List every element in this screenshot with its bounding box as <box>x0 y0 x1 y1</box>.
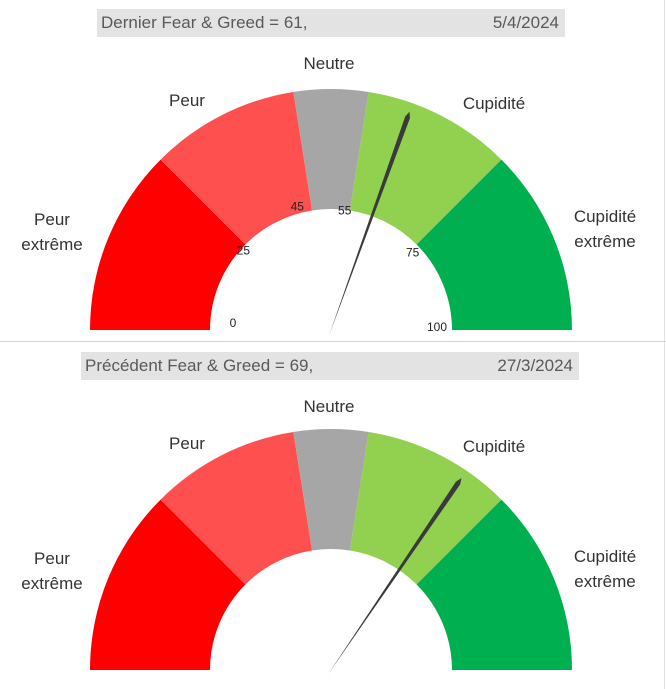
gauge-zone <box>90 499 246 670</box>
gauge-zone <box>349 431 502 585</box>
gauge-date: 5/4/2024 <box>492 13 559 32</box>
gauge-zone <box>90 159 246 330</box>
gauge-needle-group <box>328 478 462 675</box>
gauge-ticks: 0 25 45 55 75 100 <box>230 199 448 334</box>
zone-label: Neutre <box>303 54 354 73</box>
gauge-title: Dernier Fear & Greed = 61, <box>101 13 308 32</box>
gauge-zone <box>416 499 572 670</box>
gauge-needle <box>328 478 462 675</box>
zone-label: Peur <box>169 91 205 110</box>
gauge-latest: Dernier Fear & Greed = 61, 5/4/2024 0 25 4… <box>0 0 666 342</box>
gauge-zone <box>160 91 313 245</box>
gauge-zone <box>160 431 313 585</box>
tick-label: 55 <box>338 203 352 217</box>
gridline <box>664 0 665 689</box>
gauge-title: Précédent Fear & Greed = 69, <box>85 356 314 375</box>
zone-label: Neutre <box>303 397 354 416</box>
gauge-date: 27/3/2024 <box>497 356 573 375</box>
zone-label: Cupidité <box>463 437 525 456</box>
gauge-needle <box>329 111 410 335</box>
gauge-zones <box>90 429 572 670</box>
gauge-svg: Peur extrême Peur Neutre Cupidité Cupidité ext… <box>21 397 636 675</box>
gauge-zone <box>293 429 369 551</box>
gauge-needle-group <box>329 111 410 335</box>
gauge-title-bar: Dernier Fear & Greed = 61, 5/4/2024 <box>97 9 565 37</box>
zone-label: Peur extrême <box>21 210 82 254</box>
tick-label: 45 <box>291 199 305 213</box>
tick-label: 75 <box>406 245 420 259</box>
gauge-title-bar: Précédent Fear & Greed = 69, 27/3/2024 <box>81 352 579 380</box>
section-divider <box>0 341 666 342</box>
gauge-zone-labels: Peur extrême Peur Neutre Cupidité Cupidité ext… <box>21 397 636 593</box>
gauge-zone <box>416 159 572 330</box>
zone-label: Peur <box>169 434 205 453</box>
tick-label: 25 <box>237 243 251 257</box>
zone-label: Cupidité extrême <box>574 207 636 251</box>
gauge-zone <box>349 91 502 245</box>
gauge-zone-labels: Peur extrême Peur Neutre Cupidité Cupidité ext… <box>21 54 636 254</box>
zone-label: Cupidité extrême <box>574 547 636 591</box>
gauge-zone <box>293 89 369 211</box>
gauge-previous: Précédent Fear & Greed = 69, 27/3/2024 P… <box>0 343 666 689</box>
gauge-svg: 0 25 45 55 75 100 Peur extrême Peur Neutre Cupidi… <box>21 54 636 335</box>
zone-label: Cupidité <box>463 94 525 113</box>
gauge-zones <box>90 89 572 330</box>
zone-label: Peur extrême <box>21 549 82 593</box>
tick-label: 100 <box>427 320 447 334</box>
tick-label: 0 <box>230 316 237 330</box>
